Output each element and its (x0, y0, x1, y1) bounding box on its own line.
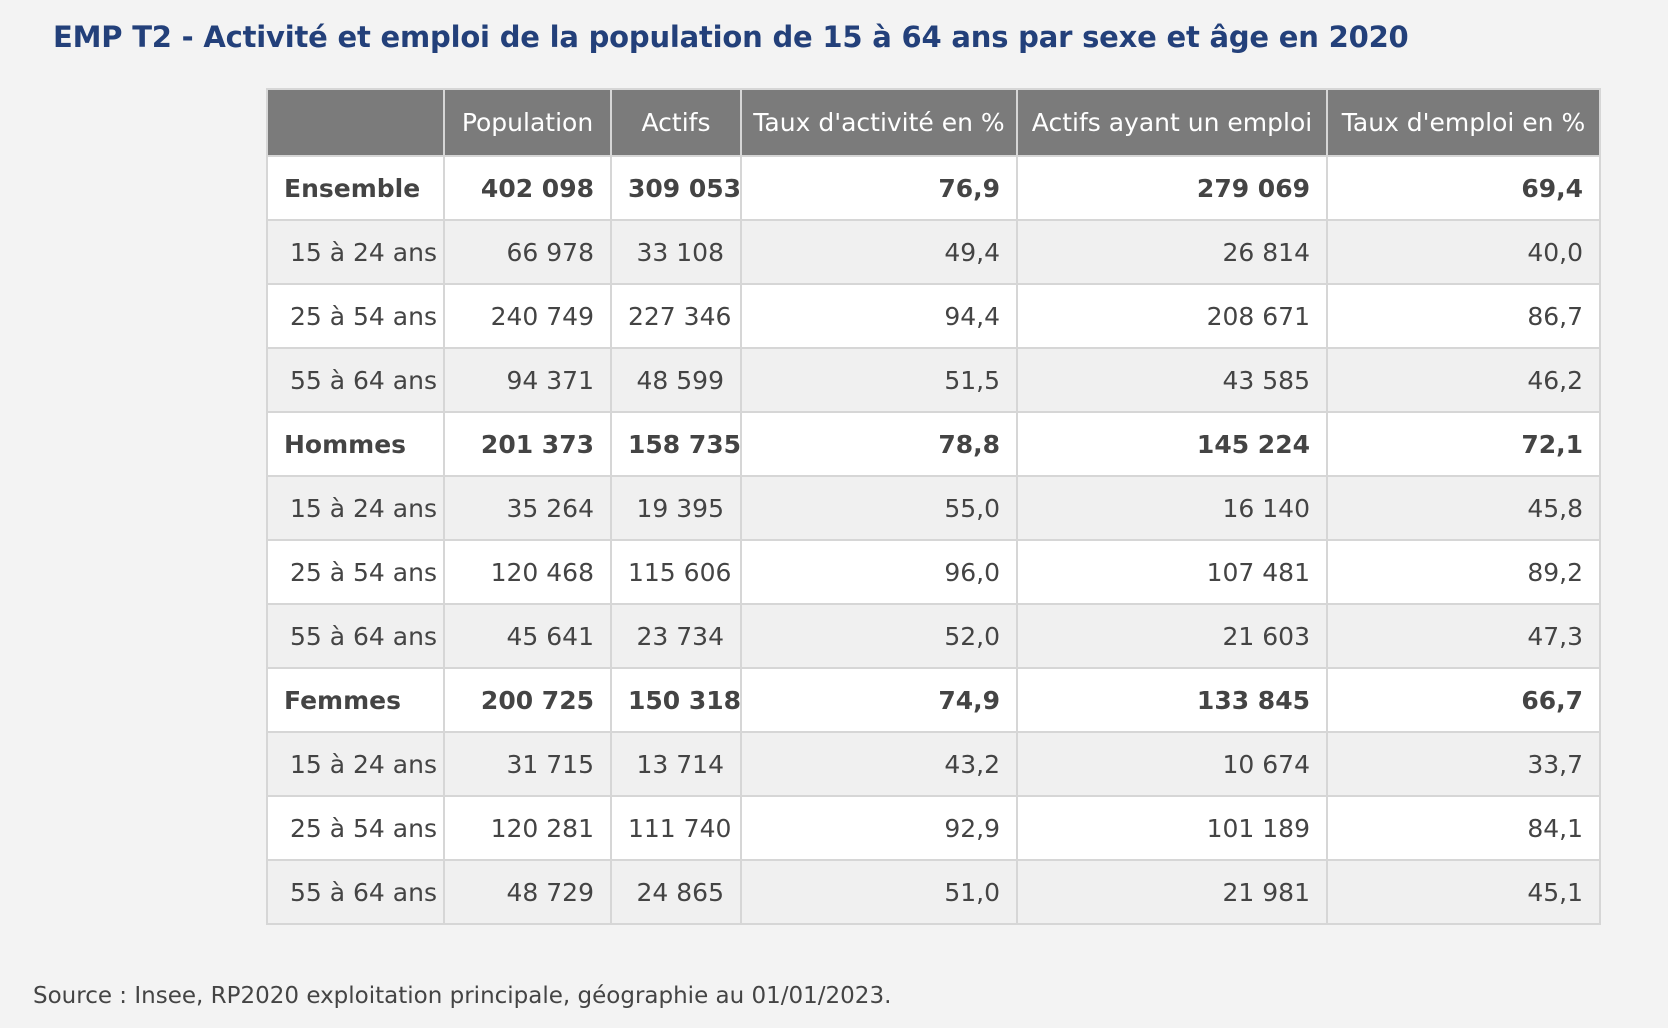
taux-activite-cell: 96,0 (740, 539, 1018, 605)
data-table: Population Actifs Taux d'activité en % Acti… (266, 88, 1601, 925)
taux-emploi-cell: 45,8 (1326, 475, 1601, 541)
table-group-row: Ensemble 402 098 309 053 76,9 279 069 69,4 (266, 155, 1601, 221)
taux-emploi-cell: 69,4 (1326, 155, 1601, 221)
population-cell: 240 749 (443, 283, 612, 349)
population-cell: 31 715 (443, 731, 612, 797)
row-label: 55 à 64 ans (266, 347, 445, 413)
population-cell: 200 725 (443, 667, 612, 733)
table-row: 25 à 54 ans 120 281 111 740 92,9 101 189 84,1 (266, 795, 1601, 861)
taux-activite-cell: 94,4 (740, 283, 1018, 349)
taux-activite-cell: 76,9 (740, 155, 1018, 221)
taux-activite-cell: 78,8 (740, 411, 1018, 477)
page-title: EMP T2 - Activité et emploi de la popula… (53, 20, 1409, 54)
taux-emploi-cell: 46,2 (1326, 347, 1601, 413)
row-label: 25 à 54 ans (266, 539, 445, 605)
header-row: Population Actifs Taux d'activité en % Acti… (266, 88, 1601, 157)
table-row: 55 à 64 ans 45 641 23 734 52,0 21 603 47,3 (266, 603, 1601, 669)
taux-activite-cell: 55,0 (740, 475, 1018, 541)
actifs-emploi-header: Actifs ayant un emploi (1016, 88, 1328, 157)
population-cell: 120 281 (443, 795, 612, 861)
actifs-cell: 13 714 (610, 731, 742, 797)
population-cell: 45 641 (443, 603, 612, 669)
actifs-emploi-cell: 43 585 (1016, 347, 1328, 413)
row-label: Ensemble (266, 155, 445, 221)
actifs-cell: 115 606 (610, 539, 742, 605)
taux-emploi-cell: 45,1 (1326, 859, 1601, 925)
population-cell: 66 978 (443, 219, 612, 285)
taux-activite-cell: 52,0 (740, 603, 1018, 669)
population-cell: 48 729 (443, 859, 612, 925)
table-row: 15 à 24 ans 35 264 19 395 55,0 16 140 45,8 (266, 475, 1601, 541)
table-row: 55 à 64 ans 94 371 48 599 51,5 43 585 46,2 (266, 347, 1601, 413)
actifs-emploi-cell: 21 603 (1016, 603, 1328, 669)
taux-activite-cell: 74,9 (740, 667, 1018, 733)
row-label: 15 à 24 ans (266, 731, 445, 797)
actifs-emploi-cell: 16 140 (1016, 475, 1328, 541)
taux-activite-cell: 51,0 (740, 859, 1018, 925)
taux-emploi-cell: 72,1 (1326, 411, 1601, 477)
actifs-cell: 111 740 (610, 795, 742, 861)
actifs-emploi-cell: 10 674 (1016, 731, 1328, 797)
actifs-header: Actifs (610, 88, 742, 157)
row-label-header (266, 88, 445, 157)
population-header: Population (443, 88, 612, 157)
row-label: Femmes (266, 667, 445, 733)
table-group-row: Femmes 200 725 150 318 74,9 133 845 66,7 (266, 667, 1601, 733)
table-body: Ensemble 402 098 309 053 76,9 279 069 69,4 15 … (266, 155, 1601, 925)
actifs-emploi-cell: 21 981 (1016, 859, 1328, 925)
actifs-cell: 19 395 (610, 475, 742, 541)
taux-activite-cell: 92,9 (740, 795, 1018, 861)
table-row: 25 à 54 ans 120 468 115 606 96,0 107 481 89,2 (266, 539, 1601, 605)
actifs-cell: 48 599 (610, 347, 742, 413)
row-label: 15 à 24 ans (266, 475, 445, 541)
population-cell: 35 264 (443, 475, 612, 541)
population-cell: 201 373 (443, 411, 612, 477)
actifs-cell: 33 108 (610, 219, 742, 285)
table-row: 25 à 54 ans 240 749 227 346 94,4 208 671 86,7 (266, 283, 1601, 349)
actifs-cell: 227 346 (610, 283, 742, 349)
actifs-emploi-cell: 26 814 (1016, 219, 1328, 285)
row-label: 25 à 54 ans (266, 795, 445, 861)
taux-emploi-cell: 40,0 (1326, 219, 1601, 285)
taux-activite-header: Taux d'activité en % (740, 88, 1018, 157)
row-label: 55 à 64 ans (266, 603, 445, 669)
actifs-cell: 23 734 (610, 603, 742, 669)
taux-activite-cell: 49,4 (740, 219, 1018, 285)
taux-activite-cell: 51,5 (740, 347, 1018, 413)
taux-activite-cell: 43,2 (740, 731, 1018, 797)
taux-emploi-cell: 47,3 (1326, 603, 1601, 669)
taux-emploi-header: Taux d'emploi en % (1326, 88, 1601, 157)
taux-emploi-cell: 33,7 (1326, 731, 1601, 797)
actifs-emploi-cell: 145 224 (1016, 411, 1328, 477)
table-row: 15 à 24 ans 31 715 13 714 43,2 10 674 33,7 (266, 731, 1601, 797)
row-label: 25 à 54 ans (266, 283, 445, 349)
actifs-emploi-cell: 101 189 (1016, 795, 1328, 861)
population-cell: 120 468 (443, 539, 612, 605)
actifs-cell: 158 735 (610, 411, 742, 477)
actifs-emploi-cell: 208 671 (1016, 283, 1328, 349)
actifs-emploi-cell: 107 481 (1016, 539, 1328, 605)
population-cell: 402 098 (443, 155, 612, 221)
row-label: 55 à 64 ans (266, 859, 445, 925)
taux-emploi-cell: 84,1 (1326, 795, 1601, 861)
actifs-cell: 309 053 (610, 155, 742, 221)
table-row: 55 à 64 ans 48 729 24 865 51,0 21 981 45,1 (266, 859, 1601, 925)
row-label: Hommes (266, 411, 445, 477)
table-row: 15 à 24 ans 66 978 33 108 49,4 26 814 40,0 (266, 219, 1601, 285)
actifs-emploi-cell: 133 845 (1016, 667, 1328, 733)
population-cell: 94 371 (443, 347, 612, 413)
table-header: Population Actifs Taux d'activité en % Acti… (266, 88, 1601, 157)
source-note: Source : Insee, RP2020 exploitation prin… (33, 983, 892, 1009)
actifs-cell: 24 865 (610, 859, 742, 925)
taux-emploi-cell: 86,7 (1326, 283, 1601, 349)
taux-emploi-cell: 66,7 (1326, 667, 1601, 733)
taux-emploi-cell: 89,2 (1326, 539, 1601, 605)
table-group-row: Hommes 201 373 158 735 78,8 145 224 72,1 (266, 411, 1601, 477)
actifs-cell: 150 318 (610, 667, 742, 733)
actifs-emploi-cell: 279 069 (1016, 155, 1328, 221)
row-label: 15 à 24 ans (266, 219, 445, 285)
